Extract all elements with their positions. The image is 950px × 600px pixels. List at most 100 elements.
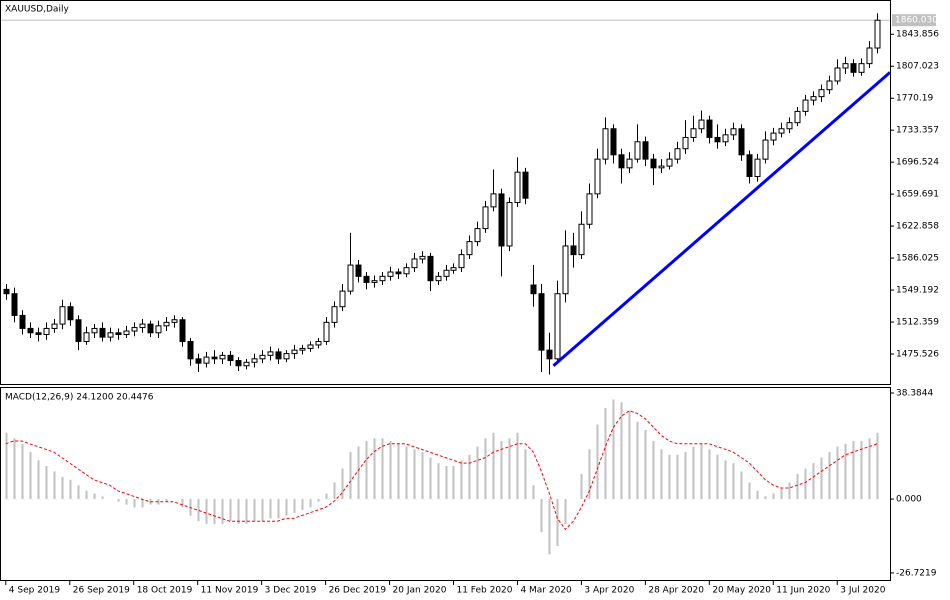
candle-body <box>522 171 529 199</box>
candle-body <box>331 306 338 323</box>
y-tick-label: 1512.359 <box>896 318 939 328</box>
candle-body <box>714 136 721 143</box>
x-tick-label: 18 Oct 2019 <box>137 586 193 596</box>
candle-body <box>770 132 777 141</box>
candle-body <box>562 245 569 295</box>
candle-body <box>466 241 473 256</box>
candle-body <box>315 340 322 346</box>
candle-body <box>858 63 865 73</box>
candle-body <box>618 154 625 169</box>
candle-body <box>546 349 553 360</box>
candle-body <box>19 314 26 329</box>
candle-body <box>530 284 537 295</box>
macd-panel <box>0 387 891 581</box>
candle-body <box>203 356 210 364</box>
candle-body <box>435 275 442 282</box>
candle-body <box>458 254 465 269</box>
y-tick-label: 1807.023 <box>896 62 939 72</box>
y-tick-label: 1659.691 <box>896 190 939 200</box>
candle-body <box>570 245 577 256</box>
candle-body <box>746 154 753 178</box>
price-panel <box>0 0 891 385</box>
y-tick-label: 1549.192 <box>896 286 939 296</box>
candle-body <box>275 351 282 360</box>
candle-body <box>834 67 841 82</box>
x-tick-label: 11 Feb 2020 <box>456 586 512 596</box>
candle-body <box>443 269 450 277</box>
trendline <box>552 71 891 367</box>
x-tick-label: 20 May 2020 <box>712 586 771 596</box>
candle-body <box>826 80 833 91</box>
candle-body <box>450 267 457 271</box>
candle-body <box>482 206 489 230</box>
candle-body <box>403 267 410 275</box>
candle-body <box>586 193 593 225</box>
y-tick-label: -26.7219 <box>896 568 937 578</box>
x-tick-label: 11 Nov 2019 <box>201 586 259 596</box>
candle-body <box>754 158 761 178</box>
candle-body <box>227 354 234 362</box>
candle-body <box>155 325 162 334</box>
candle-body <box>299 347 306 351</box>
candle-body <box>810 96 817 101</box>
candle-body <box>514 171 521 204</box>
candle-body <box>395 271 402 275</box>
x-tick-label: 11 Jun 2020 <box>776 586 830 596</box>
candle-body <box>490 193 497 208</box>
x-tick-label: 4 Mar 2020 <box>520 586 572 596</box>
y-tick-label: 1843.856 <box>896 30 939 40</box>
candle-body <box>411 258 418 269</box>
candle-body <box>666 158 673 167</box>
y-tick-label: 1475.526 <box>896 350 939 360</box>
y-tick-label: 1696.524 <box>896 158 939 168</box>
candle-body <box>211 356 218 360</box>
candle-body <box>67 306 74 321</box>
candle-body <box>123 330 130 336</box>
candle-body <box>243 361 250 367</box>
x-tick-label: 3 Jul 2020 <box>840 586 885 596</box>
candle-body <box>419 255 426 260</box>
x-tick-label: 3 Dec 2019 <box>265 586 317 596</box>
x-tick-label: 4 Sep 2019 <box>9 586 61 596</box>
candle-body <box>251 358 258 363</box>
candle-body <box>339 290 346 308</box>
candle-body <box>99 327 106 338</box>
candle-body <box>762 139 769 160</box>
y-tick-label: 38.3844 <box>896 389 933 399</box>
x-tick-label: 20 Jan 2020 <box>393 586 447 596</box>
candle-body <box>307 344 314 349</box>
y-tick-label: 1586.025 <box>896 254 939 264</box>
candle-body <box>674 148 681 160</box>
macd-title: MACD(12,26,9) 24.1200 20.4476 <box>5 393 154 403</box>
candle-body <box>75 319 82 342</box>
candle-body <box>347 264 354 292</box>
candle-body <box>642 141 649 160</box>
candle-body <box>554 293 561 360</box>
y-tick-label: 1733.357 <box>896 126 939 136</box>
candle-body <box>219 354 226 360</box>
y-tick-label: 1622.858 <box>896 222 939 232</box>
candle-body <box>682 136 689 150</box>
candle-body <box>115 332 122 336</box>
x-tick-label: 3 Apr 2020 <box>584 586 634 596</box>
candle-body <box>602 128 609 160</box>
candle-body <box>698 119 705 130</box>
candle-body <box>802 99 809 112</box>
candle-body <box>323 321 330 342</box>
candle-body <box>363 275 370 283</box>
candle-body <box>794 110 801 124</box>
candle-body <box>3 288 10 295</box>
candle-body <box>355 264 362 277</box>
candle-body <box>874 19 881 49</box>
candle-body <box>235 360 242 367</box>
candle-body <box>658 165 665 169</box>
candle-body <box>83 332 90 342</box>
candle-body <box>107 332 114 338</box>
candle-body <box>147 323 154 334</box>
candle-body <box>43 327 50 336</box>
candle-body <box>842 63 849 69</box>
candle-body <box>27 327 34 334</box>
y-tick-label: 0.000 <box>896 495 922 505</box>
candle-body <box>538 293 545 351</box>
